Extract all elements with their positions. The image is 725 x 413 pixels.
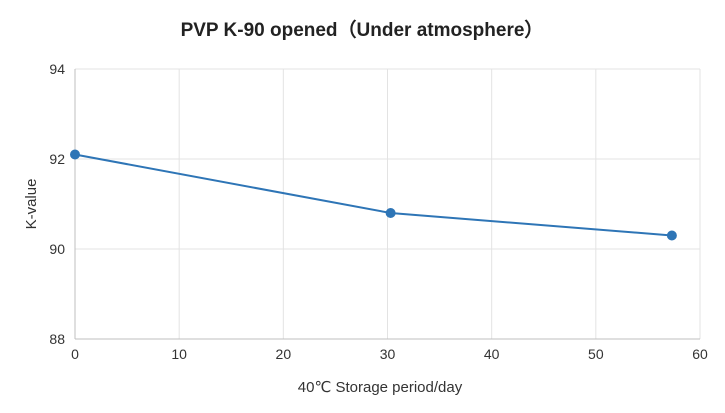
- data-point: [70, 149, 80, 160]
- x-axis-label: 40℃ Storage period/day: [298, 379, 463, 396]
- axes: [74, 69, 700, 340]
- data-point: [385, 208, 396, 218]
- x-tick-label: 50: [588, 346, 604, 362]
- x-tick-label: 30: [380, 346, 396, 362]
- series: [70, 149, 677, 241]
- x-tick-label: 20: [276, 346, 292, 362]
- grid: [75, 68, 701, 340]
- data-point: [666, 230, 677, 241]
- x-tick-label: 60: [692, 346, 708, 362]
- series-line: [74, 153, 672, 237]
- tick-labels: 0 10 20 30 40 50 60 88 90 92 94: [49, 61, 708, 362]
- x-tick-label: 40: [484, 346, 500, 362]
- y-axis-label: K-value: [23, 179, 40, 230]
- y-tick-label: 88: [49, 331, 65, 347]
- y-tick-label: 92: [49, 151, 65, 167]
- y-tick-label: 90: [49, 241, 65, 257]
- y-tick-label: 94: [49, 61, 65, 77]
- chart-title: PVP K-90 opened（Under atmosphere）: [181, 18, 544, 41]
- x-tick-label: 10: [171, 346, 187, 362]
- x-tick-label: 0: [71, 346, 79, 362]
